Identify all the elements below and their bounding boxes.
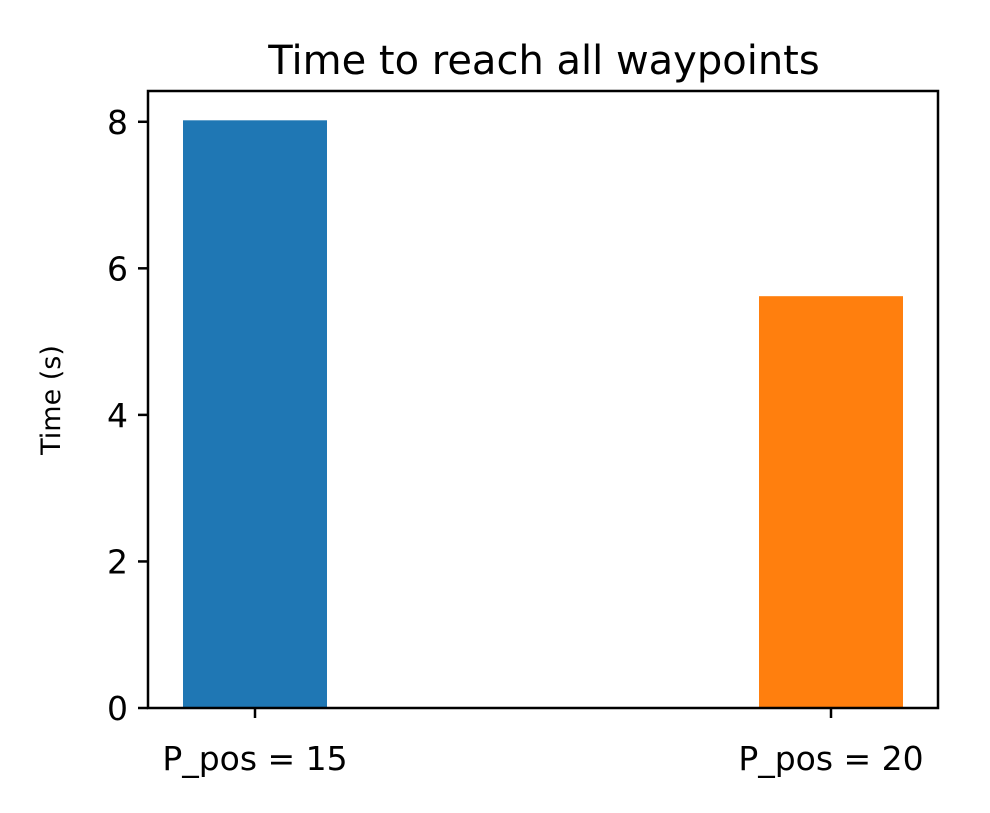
y-axis-ticks: 0 2 4 6 8 bbox=[107, 103, 148, 728]
y-tick-label: 4 bbox=[107, 396, 128, 435]
x-axis-ticks: P_pos = 15 P_pos = 20 bbox=[162, 708, 924, 778]
bar-1 bbox=[183, 120, 327, 709]
y-axis-label: Time (s) bbox=[36, 345, 67, 456]
x-tick-label: P_pos = 20 bbox=[738, 739, 923, 778]
plot-frame bbox=[146, 89, 940, 710]
bars-group bbox=[183, 120, 903, 709]
y-tick-label: 2 bbox=[107, 542, 128, 581]
x-tick-label: P_pos = 15 bbox=[162, 739, 347, 778]
y-tick-label: 6 bbox=[107, 249, 128, 288]
y-tick-label: 8 bbox=[107, 103, 128, 142]
bar-2 bbox=[759, 296, 903, 708]
y-tick-label: 0 bbox=[107, 689, 128, 728]
chart-title: Time to reach all waypoints bbox=[267, 38, 819, 84]
